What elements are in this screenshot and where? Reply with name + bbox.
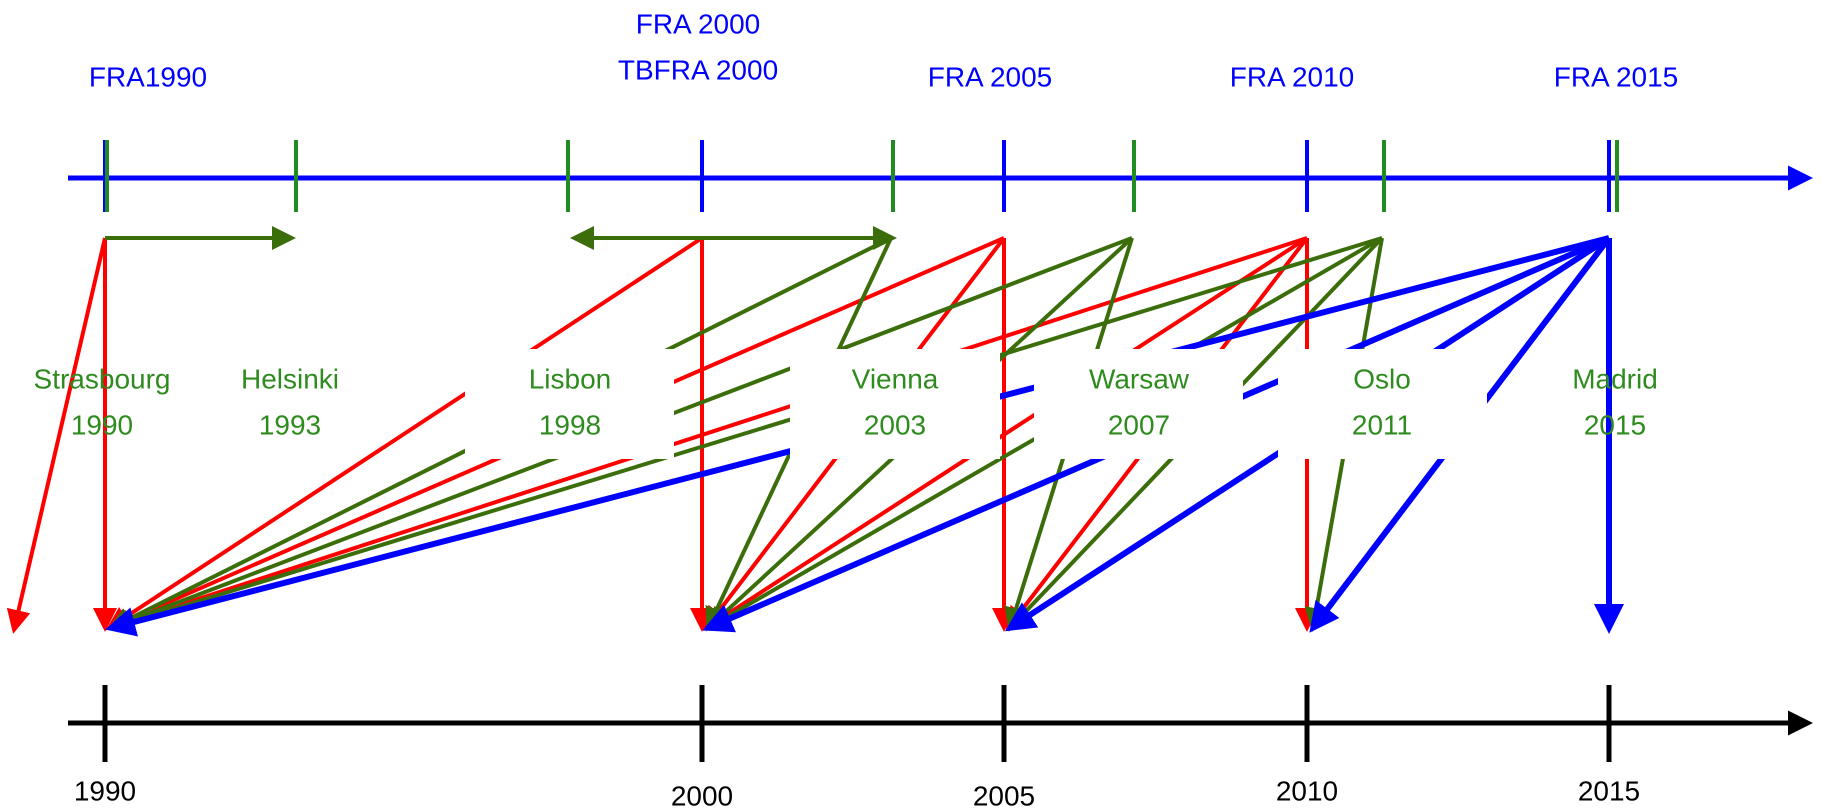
conference-name: Oslo [1353,363,1411,394]
conference-year: 1998 [539,409,601,440]
arrow [105,236,1308,634]
conference-name: Warsaw [1089,363,1190,394]
label-boxes [465,349,1487,459]
arrow [6,237,107,634]
conference-year: 1990 [71,409,133,440]
fra-label: TBFRA 2000 [618,54,778,85]
year-label: 1990 [74,775,136,806]
conference-year: 2007 [1108,409,1170,440]
label-box [1278,349,1487,459]
arrow [702,236,1309,631]
fra-label: FRA 2005 [928,61,1053,92]
label-box [790,349,1000,459]
conference-year: 2003 [864,409,926,440]
year-label: 2010 [1276,775,1338,806]
axes [68,140,1813,762]
conference-name: Strasbourg [34,363,171,394]
conference-year: 2015 [1584,409,1646,440]
conference-name: Helsinki [241,363,339,394]
year-label: 2000 [671,780,733,810]
label-box [465,349,674,459]
year-label: 2005 [973,780,1035,810]
conference-name: Madrid [1572,363,1658,394]
fra-label: FRA1990 [89,61,207,92]
label-box [1034,349,1243,459]
conference-year: 2011 [1352,409,1412,440]
arrow [107,236,1383,634]
fra-label: FRA 2010 [1230,61,1355,92]
conference-year: 1993 [259,409,321,440]
arrow [105,236,704,631]
fra-label: FRA 2015 [1554,61,1679,92]
labels: FRA1990 FRA 2000 TBFRA 2000 FRA 2005 FRA 201… [34,8,1679,810]
fra-label: FRA 2000 [636,8,761,39]
year-label: 2015 [1578,775,1640,806]
conference-name: Vienna [852,363,939,394]
conference-name: Lisbon [529,363,612,394]
